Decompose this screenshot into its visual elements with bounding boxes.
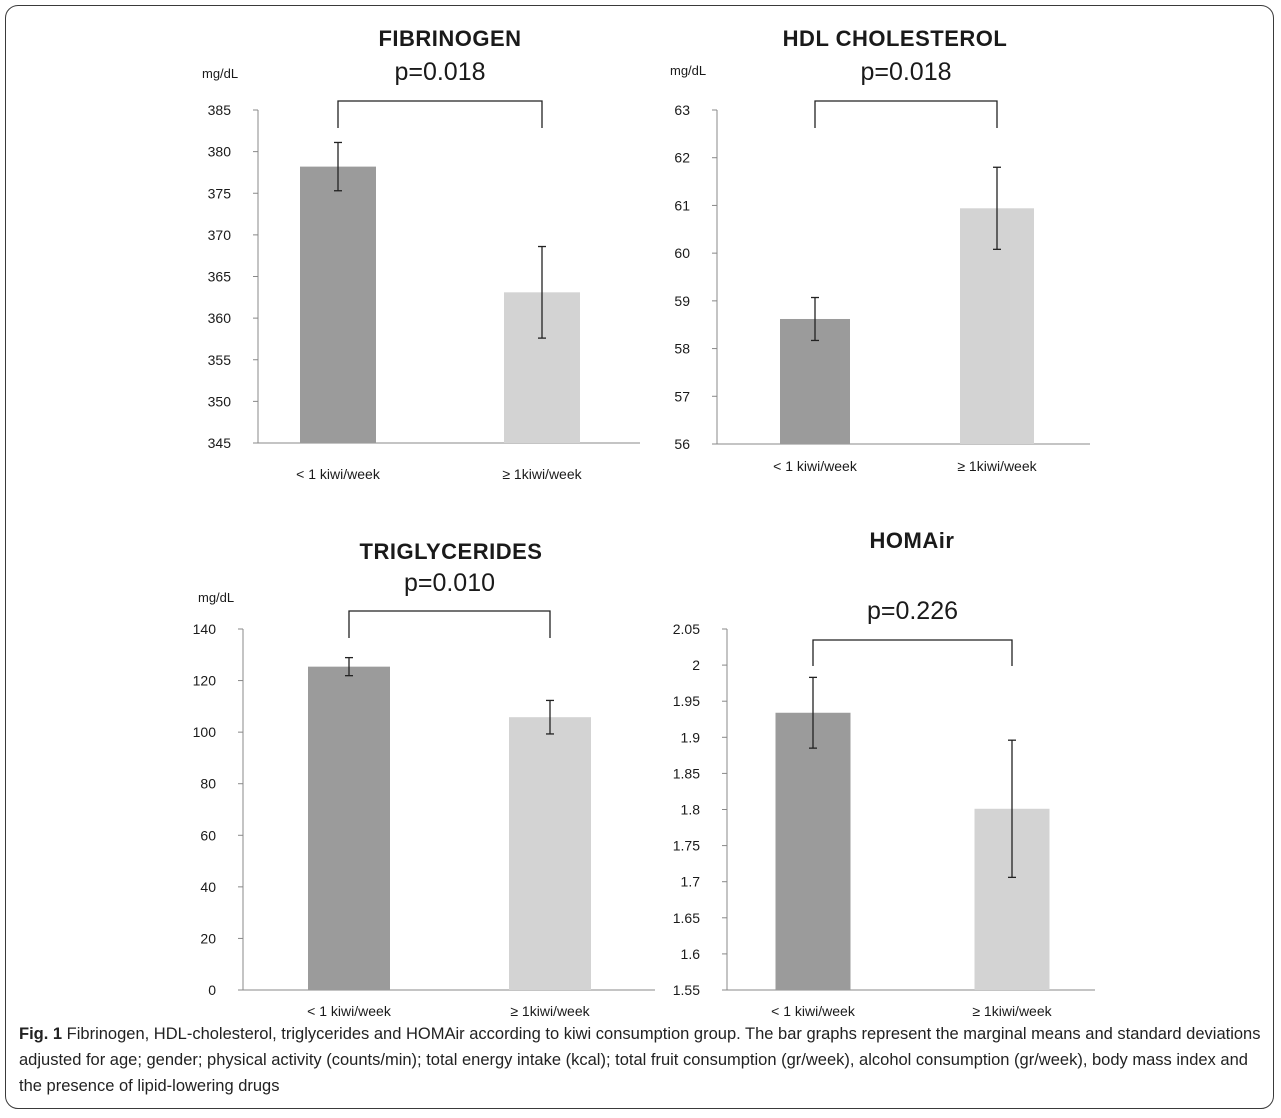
y-tick-label: 61 [674, 197, 690, 213]
y-tick-label: 360 [208, 310, 232, 326]
significance-bracket [348, 610, 551, 638]
p-value-label: p=0.226 [867, 597, 958, 625]
y-tick-label: 1.8 [681, 802, 701, 818]
y-axis-unit-label: mg/dL [670, 63, 706, 78]
figure-frame [5, 5, 1274, 1109]
y-tick-label: 380 [208, 144, 232, 160]
y-tick-label: 350 [208, 393, 232, 409]
significance-bracket [812, 639, 1013, 666]
x-category-label: ≥ 1kiwi/week [957, 458, 1037, 474]
y-tick-label: 0 [208, 982, 216, 998]
y-tick-label: 1.6 [681, 946, 701, 962]
chart-homair: HOMAir 1.55 1.6 1.65 1.7 1.75 1.8 1.85 1.9 1.95 2 2… [673, 528, 1095, 1019]
y-tick-label: 59 [674, 293, 690, 309]
chart-fibrinogen: FIBRINOGEN mg/dL 345 350 355 360 365 370 375 380 3… [202, 26, 640, 482]
y-tick-label: 60 [200, 827, 216, 843]
y-tick-label: 57 [674, 388, 690, 404]
y-tick-label: 365 [208, 269, 232, 285]
x-category-label: < 1 kiwi/week [773, 458, 858, 474]
chart-title: HDL CHOLESTEROL [783, 26, 1008, 51]
y-tick-label: 100 [193, 724, 217, 740]
chart-hdl-cholesterol: HDL CHOLESTEROL mg/dL 56 57 58 59 60 61 62 63 < 1 … [670, 26, 1090, 474]
y-axis-unit-label: mg/dL [198, 590, 234, 605]
y-axis-unit-label: mg/dL [202, 66, 238, 81]
p-value-label: p=0.018 [860, 58, 951, 86]
p-value-label: p=0.018 [394, 58, 485, 86]
y-tick-label: 1.75 [673, 838, 700, 854]
significance-bracket [814, 100, 998, 128]
y-tick-label: 355 [208, 352, 232, 368]
y-tick-label: 2 [692, 657, 700, 673]
bar-1-kiwi-week [775, 712, 851, 990]
y-tick-label: 62 [674, 150, 690, 166]
y-tick-label: 2.05 [673, 621, 700, 637]
y-tick-label: 40 [200, 879, 216, 895]
y-tick-label: 1.85 [673, 765, 700, 781]
y-tick-label: 120 [193, 673, 217, 689]
y-tick-label: 140 [193, 621, 217, 637]
bar-1-kiwi-week [308, 666, 390, 990]
y-tick-label: 1.55 [673, 982, 700, 998]
chart-title: FIBRINOGEN [378, 26, 521, 51]
chart-title: TRIGLYCERIDES [360, 539, 543, 564]
caption-label: Fig. 1 [19, 1025, 63, 1043]
y-tick-label: 370 [208, 227, 232, 243]
chart-triglycerides: TRIGLYCERIDES mg/dL 0 20 40 60 80 100 120 140 < 1 … [193, 539, 655, 1019]
y-tick-label: 63 [674, 102, 690, 118]
x-category-label: ≥ 1kiwi/week [502, 466, 582, 482]
caption-text: Fibrinogen, HDL-cholesterol, triglycerid… [19, 1025, 1261, 1095]
y-tick-label: 80 [200, 776, 216, 792]
y-tick-label: 1.9 [681, 729, 701, 745]
y-tick-label: 1.95 [673, 693, 700, 709]
chart-title: HOMAir [870, 528, 955, 553]
bar-1-kiwi-week [300, 166, 376, 444]
figure-caption: Fig. 1 Fibrinogen, HDL-cholesterol, trig… [19, 1021, 1267, 1099]
x-category-label: ≥ 1kiwi/week [510, 1003, 590, 1019]
y-tick-label: 385 [208, 102, 232, 118]
y-tick-label: 20 [200, 930, 216, 946]
significance-bracket [337, 100, 543, 128]
bar-1kiwi-week [509, 717, 591, 990]
x-category-label: < 1 kiwi/week [296, 466, 381, 482]
p-value-label: p=0.010 [404, 569, 495, 597]
y-tick-label: 1.7 [681, 874, 701, 890]
y-tick-label: 58 [674, 341, 690, 357]
y-tick-label: 1.65 [673, 910, 700, 926]
y-tick-label: 375 [208, 185, 232, 201]
y-tick-label: 56 [674, 436, 690, 452]
x-category-label: < 1 kiwi/week [307, 1003, 392, 1019]
x-category-label: < 1 kiwi/week [771, 1003, 856, 1019]
y-tick-label: 60 [674, 245, 690, 261]
x-category-label: ≥ 1kiwi/week [972, 1003, 1052, 1019]
y-tick-label: 345 [208, 435, 232, 451]
